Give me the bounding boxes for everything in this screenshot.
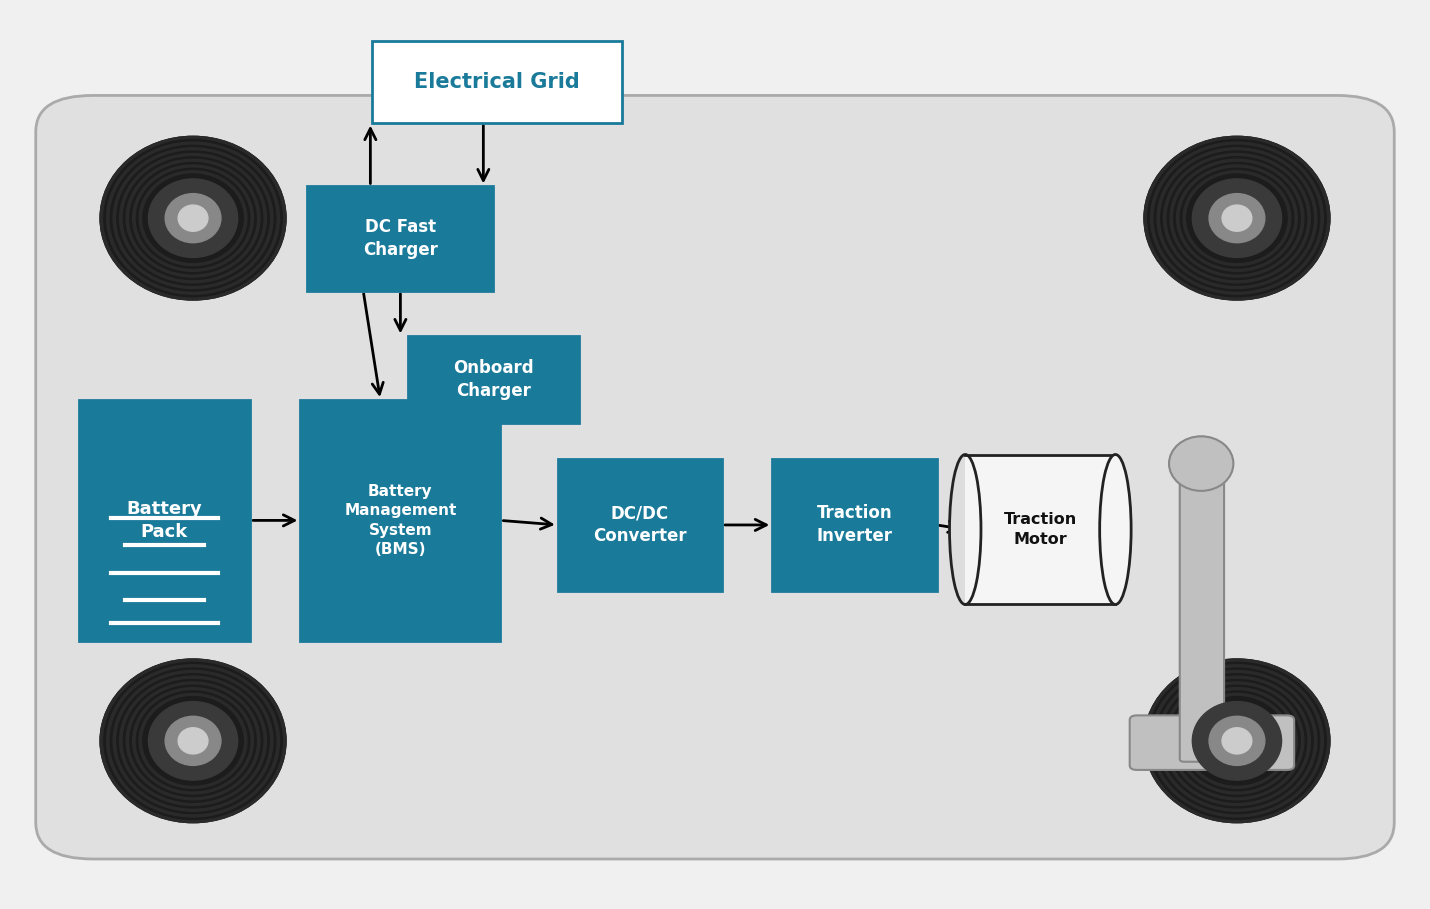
Ellipse shape [1154, 145, 1320, 291]
Ellipse shape [143, 174, 243, 263]
Ellipse shape [1177, 165, 1297, 271]
FancyBboxPatch shape [408, 336, 579, 423]
Ellipse shape [1223, 728, 1251, 754]
Ellipse shape [1100, 454, 1131, 604]
Ellipse shape [1164, 154, 1310, 283]
Ellipse shape [1151, 664, 1323, 817]
Ellipse shape [179, 728, 207, 754]
Ellipse shape [1167, 680, 1307, 803]
Ellipse shape [113, 148, 273, 288]
Ellipse shape [100, 659, 286, 823]
Ellipse shape [1193, 179, 1281, 257]
Ellipse shape [1161, 674, 1313, 808]
Text: DC/DC
Converter: DC/DC Converter [593, 504, 686, 545]
Ellipse shape [1170, 682, 1304, 800]
Text: DC Fast
Charger: DC Fast Charger [363, 218, 438, 259]
Ellipse shape [1148, 140, 1326, 296]
Ellipse shape [1161, 151, 1313, 285]
Ellipse shape [107, 664, 279, 817]
Ellipse shape [1210, 716, 1266, 765]
Ellipse shape [126, 159, 260, 277]
Ellipse shape [1154, 668, 1320, 814]
Ellipse shape [120, 676, 266, 805]
Ellipse shape [1180, 168, 1294, 268]
Ellipse shape [143, 696, 243, 785]
FancyBboxPatch shape [307, 186, 493, 291]
Text: Onboard
Charger: Onboard Charger [453, 359, 533, 400]
Ellipse shape [133, 165, 253, 271]
Ellipse shape [133, 687, 253, 794]
FancyBboxPatch shape [79, 400, 250, 641]
Ellipse shape [113, 671, 273, 811]
Ellipse shape [1157, 671, 1317, 811]
Ellipse shape [100, 136, 286, 300]
Ellipse shape [1210, 194, 1266, 243]
Ellipse shape [1151, 142, 1323, 295]
Ellipse shape [1223, 205, 1251, 231]
Ellipse shape [139, 694, 247, 788]
Ellipse shape [1177, 687, 1297, 794]
Ellipse shape [149, 179, 237, 257]
Text: Battery
Pack: Battery Pack [127, 500, 202, 541]
Ellipse shape [104, 663, 282, 819]
Ellipse shape [104, 140, 282, 296]
FancyBboxPatch shape [1180, 465, 1224, 762]
Ellipse shape [1187, 174, 1287, 263]
Ellipse shape [100, 659, 286, 823]
Ellipse shape [1167, 157, 1307, 280]
Ellipse shape [1144, 136, 1330, 300]
Text: Battery
Management
System
(BMS): Battery Management System (BMS) [345, 484, 456, 556]
Text: Electrical Grid: Electrical Grid [415, 72, 579, 92]
Ellipse shape [130, 685, 256, 796]
FancyBboxPatch shape [558, 459, 722, 591]
Ellipse shape [1180, 691, 1294, 791]
Ellipse shape [136, 168, 250, 268]
Ellipse shape [1174, 685, 1300, 796]
FancyBboxPatch shape [772, 459, 937, 591]
Ellipse shape [1183, 694, 1291, 788]
Ellipse shape [1144, 136, 1330, 300]
Text: Traction
Inverter: Traction Inverter [817, 504, 892, 545]
Ellipse shape [1187, 696, 1287, 785]
Ellipse shape [1170, 436, 1233, 491]
Ellipse shape [1183, 171, 1291, 265]
Ellipse shape [1164, 676, 1310, 805]
Ellipse shape [1170, 159, 1304, 277]
Bar [965, 454, 1115, 604]
Ellipse shape [117, 151, 269, 285]
Ellipse shape [136, 691, 250, 791]
Ellipse shape [120, 154, 266, 283]
Ellipse shape [123, 157, 263, 280]
Text: Traction
Motor: Traction Motor [1004, 512, 1077, 547]
Ellipse shape [1174, 163, 1300, 274]
Ellipse shape [107, 142, 279, 295]
Ellipse shape [950, 454, 981, 604]
Ellipse shape [1144, 659, 1330, 823]
Ellipse shape [100, 136, 286, 300]
Ellipse shape [117, 674, 269, 808]
FancyBboxPatch shape [300, 400, 500, 641]
Ellipse shape [179, 205, 207, 231]
FancyBboxPatch shape [36, 95, 1394, 859]
Ellipse shape [126, 682, 260, 800]
Ellipse shape [1144, 659, 1330, 823]
Ellipse shape [166, 194, 220, 243]
FancyBboxPatch shape [372, 41, 622, 123]
FancyBboxPatch shape [1130, 715, 1294, 770]
Ellipse shape [149, 702, 237, 780]
Ellipse shape [1157, 148, 1317, 288]
Ellipse shape [1193, 702, 1281, 780]
Ellipse shape [130, 163, 256, 274]
Ellipse shape [1148, 663, 1326, 819]
Ellipse shape [166, 716, 220, 765]
Ellipse shape [110, 668, 276, 814]
Ellipse shape [110, 145, 276, 291]
Ellipse shape [139, 171, 247, 265]
Ellipse shape [123, 680, 263, 803]
